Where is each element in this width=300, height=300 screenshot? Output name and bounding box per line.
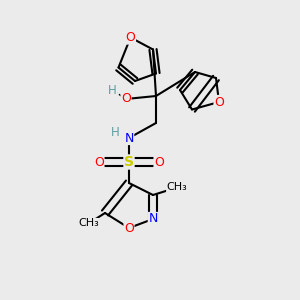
Text: CH₃: CH₃ bbox=[78, 218, 99, 229]
Text: O: O bbox=[121, 92, 131, 106]
Text: N: N bbox=[124, 131, 134, 145]
Text: O: O bbox=[126, 31, 135, 44]
Text: CH₃: CH₃ bbox=[167, 182, 188, 193]
Text: O: O bbox=[154, 155, 164, 169]
Text: O: O bbox=[214, 95, 224, 109]
Text: H: H bbox=[108, 83, 117, 97]
Text: O: O bbox=[94, 155, 104, 169]
Text: S: S bbox=[124, 155, 134, 169]
Text: H: H bbox=[111, 126, 120, 139]
Text: N: N bbox=[148, 212, 158, 226]
Text: O: O bbox=[124, 221, 134, 235]
